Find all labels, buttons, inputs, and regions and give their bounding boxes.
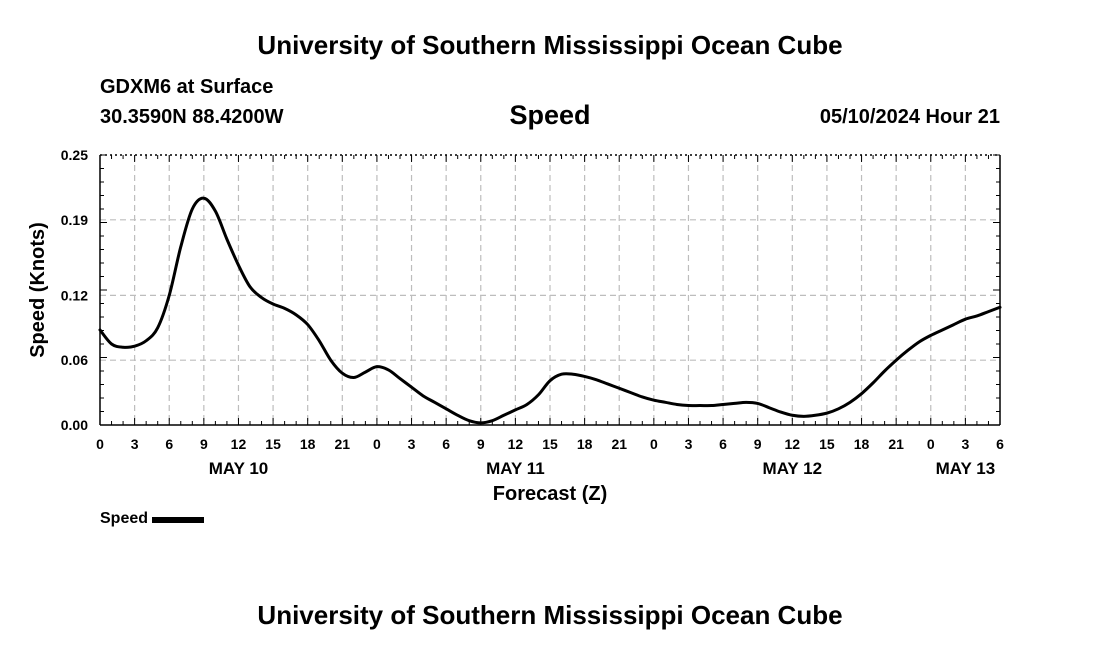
x-tick-label: 9 (754, 436, 762, 452)
x-tick-label: 3 (685, 436, 693, 452)
x-tick-label: 15 (542, 436, 558, 452)
x-tick-label: 3 (131, 436, 139, 452)
x-tick-label: 6 (165, 436, 173, 452)
x-tick-label: 21 (611, 436, 627, 452)
axis-ticks (99, 154, 1001, 426)
series-line-speed (98, 196, 1002, 425)
plot-title: Speed (509, 100, 591, 130)
y-tick-label: 0.25 (61, 147, 88, 163)
y-tick-label: 0.00 (61, 417, 88, 433)
axis-labels: 0.00 0.06 0.12 0.19 0.25 0 3 6 9 12 15 18 21 0 3 6 9 12 15… (27, 147, 1004, 505)
x-tick-label: 6 (719, 436, 727, 452)
date-label: MAY 10 (209, 459, 269, 478)
legend: Speed (100, 510, 205, 528)
y-tick-label: 0.19 (61, 212, 88, 228)
x-tick-label: 18 (577, 436, 593, 452)
x-tick-label: 15 (265, 436, 281, 452)
date-label: MAY 13 (936, 459, 996, 478)
x-tick-label: 9 (477, 436, 485, 452)
grid-lines (100, 155, 1000, 425)
chart-header-title: University of Southern Mississippi Ocean… (257, 30, 843, 60)
x-tick-label: 9 (200, 436, 208, 452)
chart-footer-title: University of Southern Mississippi Ocean… (257, 600, 843, 630)
coordinates-label: 30.3590N 88.4200W (100, 106, 284, 128)
x-axis-title: Forecast (Z) (493, 483, 607, 505)
x-tick-label: 3 (408, 436, 416, 452)
x-tick-label: 21 (335, 436, 351, 452)
forecast-datetime: 05/10/2024 Hour 21 (819, 106, 1000, 128)
legend-label: Speed (100, 510, 149, 527)
x-tick-label: 15 (819, 436, 835, 452)
x-tick-label: 12 (231, 436, 247, 452)
y-axis-title: Speed (Knots) (27, 222, 49, 358)
legend-swatch (152, 517, 205, 523)
x-tick-label: 18 (854, 436, 870, 452)
x-tick-label: 12 (785, 436, 801, 452)
x-tick-label: 0 (650, 436, 658, 452)
y-tick-label: 0.12 (61, 287, 88, 303)
series-layer (98, 196, 1002, 425)
x-tick-label: 12 (508, 436, 524, 452)
x-tick-label: 6 (442, 436, 450, 452)
x-tick-label: 6 (996, 436, 1004, 452)
x-tick-label: 0 (927, 436, 935, 452)
x-tick-label: 0 (373, 436, 381, 452)
x-tick-label: 3 (961, 436, 969, 452)
date-label: MAY 11 (486, 459, 545, 478)
x-tick-label: 18 (300, 436, 316, 452)
x-tick-label: 0 (96, 436, 104, 452)
station-label: GDXM6 at Surface (100, 76, 274, 98)
date-label: MAY 12 (763, 459, 823, 478)
x-tick-label: 21 (888, 436, 904, 452)
y-tick-label: 0.06 (61, 352, 88, 368)
